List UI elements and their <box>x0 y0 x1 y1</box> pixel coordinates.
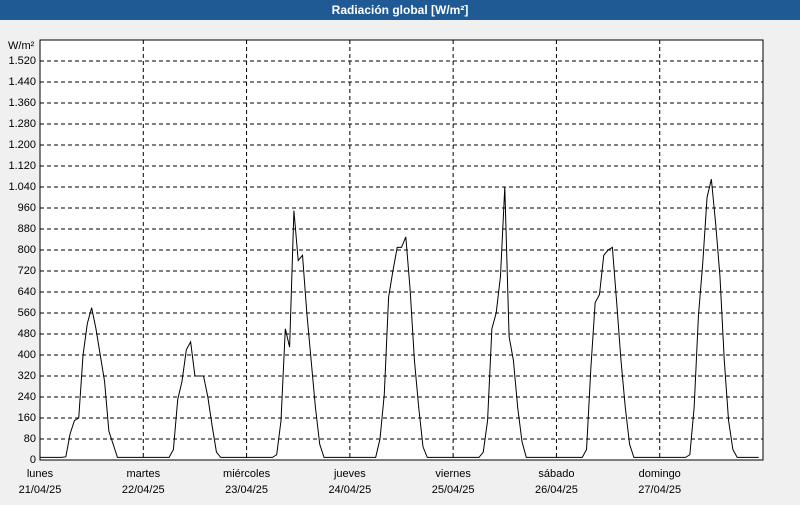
y-tick-label: 320 <box>18 370 36 382</box>
x-tick-label: viernes <box>435 468 471 480</box>
y-tick-label: 0 <box>30 454 36 466</box>
radiation-line <box>40 179 759 458</box>
x-tick-label: 22/04/25 <box>122 484 165 496</box>
y-tick-label: 800 <box>18 244 36 256</box>
y-tick-label: 720 <box>18 265 36 277</box>
y-tick-label: 80 <box>24 433 36 445</box>
x-tick-label: 27/04/25 <box>638 484 681 496</box>
x-tick-label: jueves <box>333 468 366 480</box>
x-tick-label: lunes <box>27 468 54 480</box>
y-tick-label: 1.520 <box>8 55 36 67</box>
x-tick-label: 21/04/25 <box>19 484 62 496</box>
y-tick-label: 1.120 <box>8 160 36 172</box>
y-tick-label: 240 <box>18 391 36 403</box>
x-tick-label: 24/04/25 <box>328 484 371 496</box>
y-tick-label: 1.440 <box>8 76 36 88</box>
x-tick-label: domingo <box>639 468 681 480</box>
y-tick-label: 400 <box>18 349 36 361</box>
y-tick-label: 560 <box>18 307 36 319</box>
x-tick-label: 25/04/25 <box>432 484 475 496</box>
x-tick-label: 26/04/25 <box>535 484 578 496</box>
y-tick-label: 160 <box>18 412 36 424</box>
y-tick-label: 880 <box>18 223 36 235</box>
x-tick-label: 23/04/25 <box>225 484 268 496</box>
x-tick-label: martes <box>126 468 160 480</box>
y-tick-label: 480 <box>18 328 36 340</box>
x-tick-label: miércoles <box>223 468 271 480</box>
y-tick-label: 960 <box>18 202 36 214</box>
y-tick-label: 640 <box>18 286 36 298</box>
y-tick-label: 1.040 <box>8 181 36 193</box>
x-tick-label: sábado <box>538 468 574 480</box>
y-axis-label: W/m² <box>8 40 35 52</box>
chart-title: Radiación global [W/m²] <box>332 3 469 17</box>
y-tick-label: 1.200 <box>8 139 36 151</box>
y-tick-label: 1.360 <box>8 97 36 109</box>
title-bar <box>0 0 800 20</box>
y-tick-label: 1.280 <box>8 118 36 130</box>
